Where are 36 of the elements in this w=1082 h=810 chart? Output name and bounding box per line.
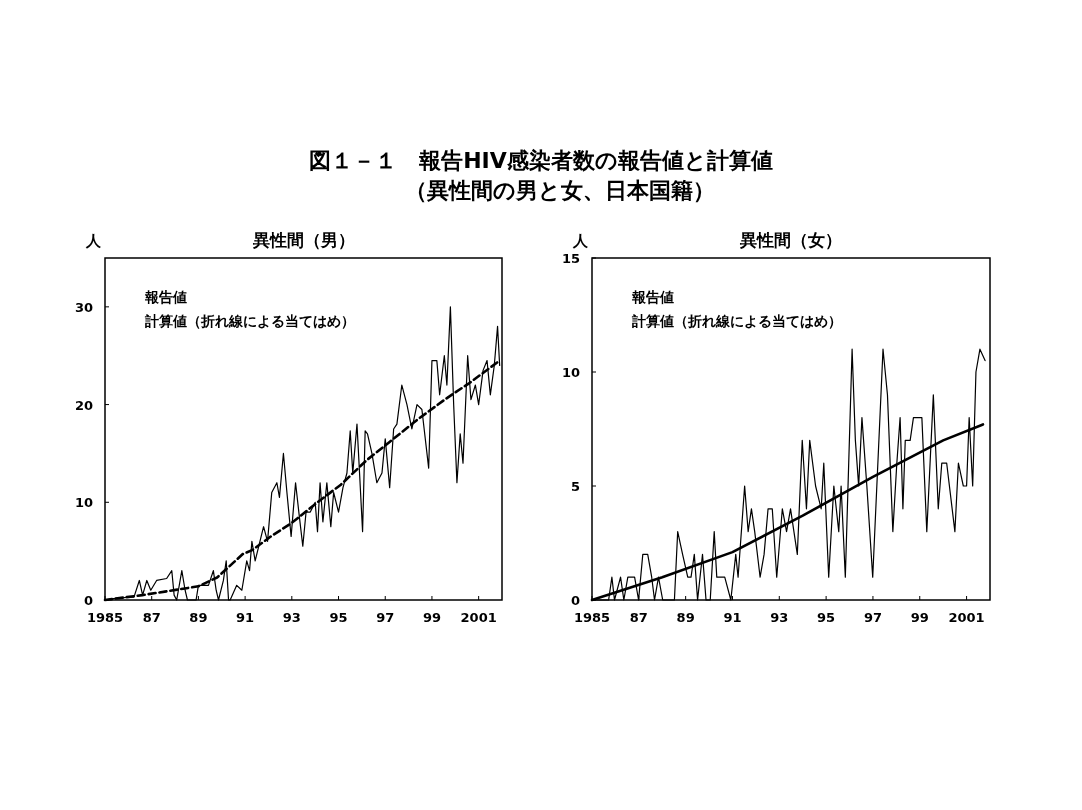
xtick: 93 bbox=[282, 610, 301, 625]
panel-title: 異性間（女） bbox=[740, 230, 842, 250]
xtick: 99 bbox=[422, 610, 441, 625]
xtick: 1985 bbox=[573, 610, 611, 625]
annotation: 報告値 bbox=[145, 289, 187, 305]
ytick: 30 bbox=[74, 299, 93, 315]
xtick: 95 bbox=[817, 610, 836, 625]
ylabel: 人 bbox=[572, 232, 588, 250]
xtick: 89 bbox=[189, 610, 208, 625]
xtick: 89 bbox=[676, 610, 695, 625]
ytick: 10 bbox=[74, 495, 93, 511]
xtick: 87 bbox=[142, 610, 161, 625]
ytick: 0 bbox=[83, 593, 93, 608]
xtick: 99 bbox=[910, 610, 929, 625]
ylabel: 人 bbox=[85, 232, 101, 250]
xtick: 97 bbox=[863, 610, 882, 625]
ytick: 15 bbox=[561, 251, 580, 266]
ytick: 20 bbox=[74, 397, 93, 413]
ytick: 10 bbox=[561, 365, 580, 380]
annotation: 計算値（折れ線による当てはめ） bbox=[145, 313, 355, 329]
subtitle: （異性間の男と女、日本国籍） bbox=[405, 178, 715, 203]
xtick: 2001 bbox=[460, 610, 497, 625]
panel-title: 異性間（男） bbox=[252, 230, 355, 250]
annotation: 計算値（折れ線による当てはめ） bbox=[632, 313, 842, 329]
xtick: 91 bbox=[236, 610, 255, 625]
annotation: 報告値 bbox=[632, 289, 674, 305]
xtick: 97 bbox=[376, 610, 395, 625]
xtick: 87 bbox=[629, 610, 648, 625]
title: 図１－１ 報告HIV感染者数の報告値と計算値 bbox=[309, 148, 773, 173]
xtick: 91 bbox=[723, 610, 742, 625]
ytick: 5 bbox=[570, 479, 580, 494]
xtick: 95 bbox=[329, 610, 348, 625]
ytick: 0 bbox=[570, 593, 580, 608]
xtick: 2001 bbox=[948, 610, 985, 625]
xtick: 1985 bbox=[86, 610, 124, 625]
xtick: 93 bbox=[770, 610, 789, 625]
